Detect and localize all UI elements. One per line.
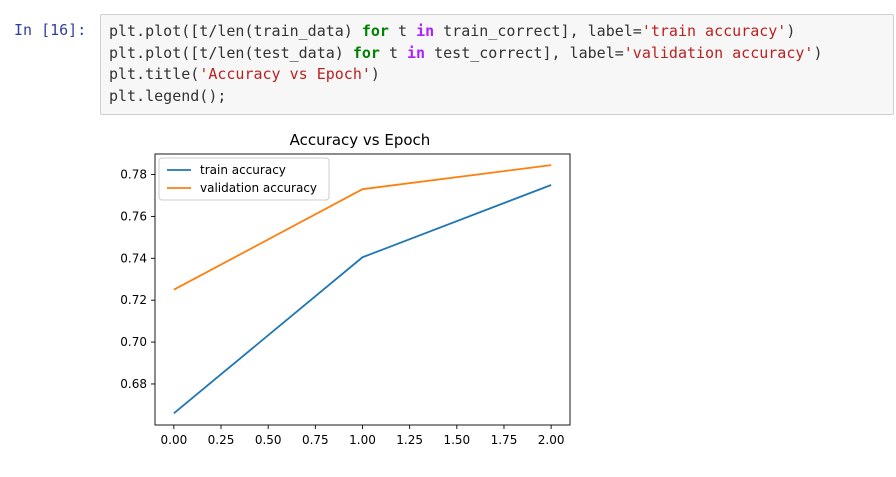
y-tick-label: 0.72: [120, 293, 147, 307]
legend-label: train accuracy: [200, 163, 286, 177]
x-tick-label: 0.50: [255, 433, 282, 447]
code-token: t: [388, 22, 417, 40]
code-token: (test_data): [244, 43, 353, 62]
code-token: train_correct], label=: [434, 22, 642, 40]
x-tick-label: 0.00: [161, 433, 188, 447]
x-tick-label: 1.75: [491, 433, 518, 447]
code-token: 'validation accuracy': [623, 43, 814, 62]
x-tick-label: 0.75: [302, 433, 329, 447]
code-token: test_correct], label=: [425, 43, 624, 62]
code-line: plt.plot([t/len(test_data) for t in test…: [109, 44, 822, 62]
y-tick-label: 0.78: [120, 168, 147, 182]
code-token: len: [217, 43, 245, 62]
y-tick-label: 0.76: [120, 209, 147, 223]
accuracy-chart: Accuracy vs Epoch 0.00 0.25 0.50 0.75 1.00 1.…: [120, 131, 571, 447]
cell-output: Accuracy vs Epoch 0.00 0.25 0.50 0.75 1.00 1.…: [100, 118, 896, 473]
code-token: (train_data): [244, 22, 362, 40]
code-token: for: [352, 43, 380, 62]
code-token: len: [217, 22, 245, 40]
code-token: for: [361, 22, 389, 40]
code-token: plt.legend();: [109, 86, 227, 105]
code-token: plt.title(: [109, 65, 200, 83]
code-token: in: [416, 22, 435, 40]
code-editor[interactable]: plt.plot([t/len(train_data) for t in tra…: [109, 21, 822, 107]
x-tick-label: 2.00: [538, 433, 565, 447]
x-tick-label: 1.50: [443, 433, 470, 447]
code-token: ): [370, 65, 380, 83]
code-token: plt.plot([t/: [109, 43, 218, 62]
code-cell-input[interactable]: plt.plot([t/len(train_data) for t in tra…: [100, 14, 894, 115]
code-line: plt.title('Accuracy vs Epoch'): [109, 65, 380, 83]
code-token: ): [813, 43, 823, 62]
chart-title: Accuracy vs Epoch: [290, 131, 431, 149]
series-line-validation-accuracy: [173, 164, 552, 291]
legend-box: [158, 157, 330, 201]
y-tick-label: 0.68: [120, 377, 147, 391]
code-token: 'Accuracy vs Epoch': [199, 65, 371, 83]
code-token: plt.plot([t/: [109, 22, 218, 40]
x-tick-label: 1.25: [396, 433, 423, 447]
x-tick-label: 1.00: [349, 433, 376, 447]
x-tick-label: 0.25: [208, 433, 235, 447]
code-token: t: [379, 43, 408, 62]
series-line-train-accuracy: [173, 184, 552, 414]
code-token: ): [786, 22, 796, 40]
input-prompt: In [16]:: [14, 21, 87, 39]
code-line: plt.plot([t/len(train_data) for t in tra…: [109, 22, 795, 40]
code-token: 'train accuracy': [641, 22, 787, 40]
y-tick-label: 0.70: [120, 335, 147, 349]
legend-label: validation accuracy: [200, 181, 317, 195]
code-token: in: [407, 43, 426, 62]
code-line: plt.legend();: [109, 87, 226, 105]
y-tick-label: 0.74: [120, 251, 147, 265]
